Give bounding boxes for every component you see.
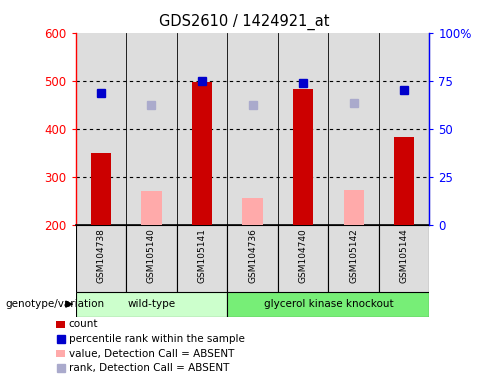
Bar: [76, 225, 126, 292]
Text: GSM105140: GSM105140: [147, 228, 156, 283]
Text: rank, Detection Call = ABSENT: rank, Detection Call = ABSENT: [69, 363, 229, 373]
Text: GSM105142: GSM105142: [349, 228, 358, 283]
Bar: [243, 198, 263, 225]
Text: genotype/variation: genotype/variation: [5, 299, 104, 309]
Text: GSM104740: GSM104740: [299, 228, 307, 283]
Text: GSM105141: GSM105141: [198, 228, 206, 283]
Bar: [379, 225, 429, 292]
Text: GDS2610 / 1424921_at: GDS2610 / 1424921_at: [159, 13, 329, 30]
Text: GSM105144: GSM105144: [400, 228, 408, 283]
Bar: [394, 137, 414, 225]
Bar: [227, 292, 429, 317]
Text: wild-type: wild-type: [127, 299, 176, 310]
Bar: [76, 292, 227, 317]
Bar: [278, 225, 328, 292]
Bar: [293, 89, 313, 225]
Bar: [126, 225, 177, 292]
Bar: [177, 225, 227, 292]
Text: glycerol kinase knockout: glycerol kinase knockout: [264, 299, 393, 310]
Bar: [91, 153, 111, 225]
Bar: [142, 191, 162, 225]
Text: value, Detection Call = ABSENT: value, Detection Call = ABSENT: [69, 349, 234, 359]
Text: GSM104736: GSM104736: [248, 228, 257, 283]
Text: GSM104738: GSM104738: [97, 228, 105, 283]
Bar: [227, 225, 278, 292]
Bar: [328, 225, 379, 292]
Bar: [192, 82, 212, 225]
Text: count: count: [69, 319, 98, 329]
Bar: [344, 190, 364, 225]
Text: percentile rank within the sample: percentile rank within the sample: [69, 334, 244, 344]
